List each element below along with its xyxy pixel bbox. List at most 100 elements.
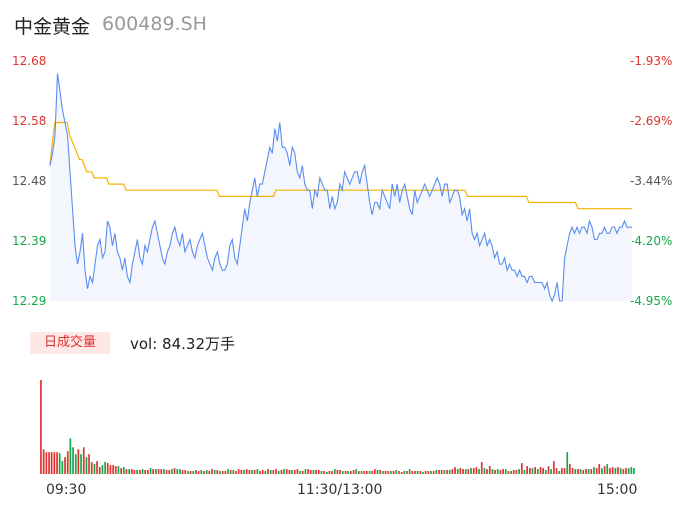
volume-bar — [523, 470, 526, 474]
volume-tab[interactable]: 日成交量 — [30, 332, 110, 354]
volume-bar — [352, 470, 355, 474]
volume-bar — [40, 380, 42, 474]
y-right-tick-3: -4.20% — [630, 234, 673, 248]
volume-bar — [293, 470, 296, 474]
y-left-tick-2: 12.48 — [12, 174, 47, 188]
volume-bar — [579, 469, 582, 474]
volume-bar — [72, 447, 74, 474]
volume-bar — [157, 469, 160, 474]
volume-bar — [553, 461, 555, 474]
volume-bar — [50, 452, 53, 474]
volume-bar — [176, 469, 179, 474]
volume-bar — [571, 468, 574, 474]
volume-bar — [622, 469, 625, 474]
volume-bar — [374, 469, 376, 474]
volume-bar — [379, 470, 382, 474]
volume-bar — [486, 469, 488, 474]
y-right-tick-1: -2.69% — [630, 114, 673, 128]
volume-bar — [534, 467, 536, 474]
volume-bar — [414, 471, 416, 474]
volume-bar — [494, 470, 496, 474]
volume-bar — [424, 471, 427, 474]
volume-bar — [88, 454, 90, 474]
volume-bar — [82, 447, 85, 474]
volume-bar — [66, 451, 69, 474]
volume-bar — [291, 470, 293, 474]
volume-bar — [101, 465, 104, 474]
price-plot — [49, 73, 632, 303]
volume-bar — [542, 468, 544, 474]
volume-bar — [58, 453, 61, 474]
volume-bar — [342, 471, 344, 474]
volume-bar — [189, 471, 192, 474]
volume-bar — [585, 469, 587, 474]
volume-bar — [395, 470, 398, 474]
volume-bar — [459, 468, 462, 474]
volume-bar — [609, 468, 611, 474]
volume-bar — [561, 468, 563, 474]
volume-bar — [430, 471, 432, 474]
stock-code: 600489.SH — [102, 13, 207, 35]
volume-bar — [259, 471, 261, 474]
volume-bar — [350, 471, 352, 474]
volume-bar — [563, 468, 566, 474]
volume-bar — [440, 470, 443, 474]
volume-bar — [181, 470, 184, 474]
volume-bar — [240, 470, 243, 474]
volume-bar — [123, 467, 125, 474]
volume-bar — [456, 469, 459, 474]
volume-bar — [267, 469, 269, 474]
volume-bar — [299, 471, 301, 474]
volume-bar — [358, 471, 360, 474]
y-left-tick-3: 12.39 — [12, 234, 47, 248]
volume-bar — [74, 454, 77, 474]
volume-bar — [499, 470, 502, 474]
volume-bar — [518, 469, 520, 474]
volume-bar — [42, 449, 45, 474]
volume-bar — [432, 471, 435, 474]
volume-bar — [368, 471, 371, 474]
avg-price-line — [49, 121, 632, 210]
volume-bar — [462, 469, 464, 474]
volume-bar — [507, 471, 510, 474]
volume-bar — [197, 471, 200, 474]
volume-bar — [587, 469, 590, 474]
volume-bar — [427, 471, 430, 474]
price-line — [49, 73, 632, 303]
volume-bar — [309, 470, 312, 474]
volume-bar — [227, 469, 229, 474]
x-tick-open: 09:30 — [46, 482, 87, 498]
volume-bar — [90, 462, 93, 474]
volume-bar — [451, 469, 454, 474]
volume-readout: vol: 84.32万手 — [130, 335, 235, 353]
stock-name: 中金黄金 — [14, 16, 91, 38]
volume-bar — [155, 469, 157, 474]
volume-bar — [48, 452, 50, 474]
volume-bar — [301, 471, 304, 474]
volume-bar — [216, 470, 219, 474]
volume-bar — [192, 471, 195, 474]
volume-bar — [504, 469, 507, 474]
volume-bar — [569, 464, 571, 474]
volume-bar — [98, 467, 101, 474]
volume-bar — [537, 469, 539, 474]
volume-bar — [566, 452, 569, 474]
volume-bar — [120, 468, 122, 474]
volume-bar — [387, 471, 390, 474]
volume-bar — [165, 470, 168, 474]
volume-bar — [307, 469, 309, 474]
volume-bar — [269, 470, 272, 474]
volume-bar — [133, 470, 136, 474]
volume-bar — [355, 469, 357, 474]
volume-bar — [398, 471, 400, 474]
volume-bar — [45, 452, 48, 474]
volume-bar — [446, 470, 448, 474]
volume-bar — [529, 468, 531, 474]
volume-bar — [403, 471, 406, 474]
volume-bar — [510, 471, 512, 474]
volume-bar — [574, 469, 577, 474]
volume-bar — [251, 470, 253, 474]
volume-bar — [502, 469, 504, 474]
y-right-tick-4: -4.95% — [630, 294, 673, 308]
volume-bar — [256, 469, 259, 474]
